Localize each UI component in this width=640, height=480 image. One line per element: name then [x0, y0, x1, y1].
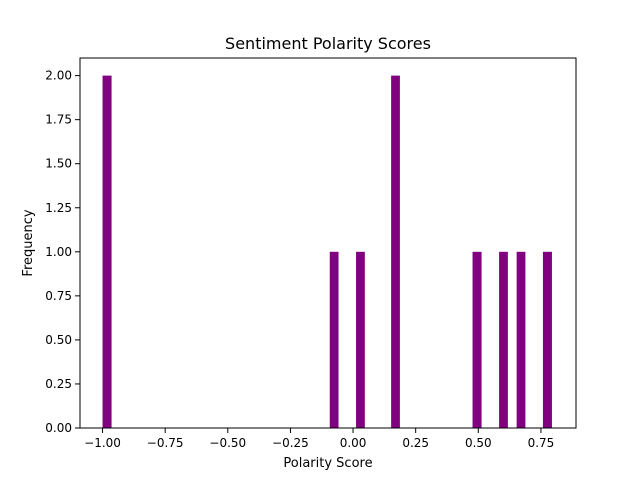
y-tick-label: 1.75 — [45, 113, 72, 127]
x-tick-label: −0.50 — [209, 436, 246, 450]
x-tick-label: 0.25 — [402, 436, 429, 450]
histogram-bar-1 — [329, 251, 339, 428]
x-tick-label: −1.00 — [84, 436, 121, 450]
chart-title: Sentiment Polarity Scores — [225, 34, 431, 53]
histogram-bar-6 — [516, 251, 526, 428]
histogram-bar-4 — [472, 251, 482, 428]
y-tick-label: 1.25 — [45, 201, 72, 215]
histogram-bar-3 — [391, 75, 400, 428]
y-tick-label: 0.75 — [45, 289, 72, 303]
y-tick-label: 0.00 — [45, 421, 72, 435]
histogram-bar-7 — [542, 251, 552, 428]
histogram-bar-5 — [499, 251, 508, 428]
x-tick-label: −0.75 — [147, 436, 184, 450]
plot-frame — [79, 57, 577, 429]
histogram-bar-0 — [102, 75, 112, 428]
y-axis-ticks: 0.00 0.25 0.50 0.75 1.00 1.25 1.50 1.75 2.00 — [45, 69, 80, 435]
x-tick-label: 0.50 — [465, 436, 492, 450]
y-tick-label: 0.50 — [45, 333, 72, 347]
x-axis-label: Polarity Score — [283, 456, 372, 471]
y-tick-label: 1.50 — [45, 157, 72, 171]
x-axis-ticks: −1.00 −0.75 −0.50 −0.25 0.00 0.25 0.50 0.75 — [84, 428, 554, 450]
y-axis-label: Frequency — [21, 209, 36, 276]
histogram-bar-2 — [356, 251, 365, 428]
x-tick-label: 0.00 — [340, 436, 367, 450]
y-tick-label: 2.00 — [45, 69, 72, 83]
x-tick-label: 0.75 — [528, 436, 555, 450]
y-tick-label: 1.00 — [45, 245, 72, 259]
y-tick-label: 0.25 — [45, 377, 72, 391]
x-tick-label: −0.25 — [272, 436, 309, 450]
bars-group — [102, 75, 552, 428]
